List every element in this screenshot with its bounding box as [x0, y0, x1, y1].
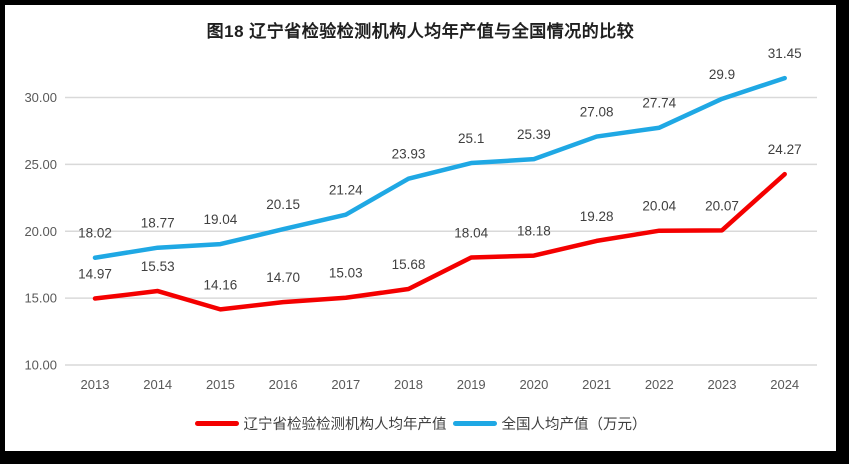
- x-axis-tick-label: 2020: [519, 377, 548, 392]
- y-axis-tick-label: 30.00: [24, 90, 57, 105]
- x-axis-tick-label: 2019: [457, 377, 486, 392]
- x-axis-tick-label: 2024: [770, 377, 799, 392]
- data-label: 20.04: [642, 199, 676, 214]
- y-axis-tick-label: 20.00: [24, 224, 57, 239]
- chart-canvas: 图18 辽宁省检验检测机构人均年产值与全国情况的比较 10.00 15.00 20.…: [5, 5, 836, 451]
- legend-line-red: [194, 421, 239, 426]
- data-label: 20.15: [266, 197, 300, 212]
- legend-line-blue: [452, 421, 497, 426]
- legend-label-liaoning: 辽宁省检验检测机构人均年产值: [243, 417, 447, 433]
- x-axis-tick-label: 2016: [269, 377, 298, 392]
- y-axis-tick-label: 25.00: [24, 157, 57, 172]
- data-label: 19.04: [204, 212, 238, 227]
- x-axis-tick-label: 2013: [81, 377, 110, 392]
- data-label: 18.04: [454, 225, 488, 240]
- chart-title: 图18 辽宁省检验检测机构人均年产值与全国情况的比较: [206, 22, 635, 41]
- legend-label-national: 全国人均产值（万元）: [501, 417, 647, 433]
- data-label: 20.07: [705, 198, 739, 213]
- data-label: 25.39: [517, 127, 551, 142]
- data-label: 23.93: [392, 147, 426, 162]
- legend-item-national: 全国人均产值（万元）: [452, 413, 647, 434]
- data-label: 19.28: [580, 209, 614, 224]
- data-label: 27.74: [642, 96, 676, 111]
- series-national-line: [92, 75, 787, 260]
- x-axis-tick-label: 2015: [206, 377, 235, 392]
- data-label: 31.45: [768, 46, 802, 61]
- x-axis-tick-label: 2021: [582, 377, 611, 392]
- data-label: 15.03: [329, 266, 363, 281]
- data-label: 15.68: [392, 257, 426, 272]
- data-label: 18.18: [517, 224, 551, 239]
- data-label: 14.70: [266, 270, 300, 285]
- data-label: 27.08: [580, 105, 614, 120]
- data-label: 14.16: [204, 277, 238, 292]
- data-label: 18.02: [78, 226, 112, 241]
- x-axis-tick-label: 2018: [394, 377, 423, 392]
- x-axis-tick-label: 2022: [645, 377, 674, 392]
- data-label: 14.97: [78, 267, 112, 282]
- x-axis-tick-label: 2014: [143, 377, 172, 392]
- data-label: 29.9: [709, 67, 735, 82]
- legend-item-liaoning: 辽宁省检验检测机构人均年产值: [194, 413, 447, 434]
- data-label: 18.77: [141, 216, 175, 231]
- data-label: 21.24: [329, 183, 363, 198]
- y-axis-tick-label: 10.00: [24, 358, 57, 373]
- series-liaoning-line: [92, 171, 787, 312]
- data-label: 24.27: [768, 142, 802, 157]
- x-axis-tick-label: 2017: [331, 377, 360, 392]
- data-label: 15.53: [141, 259, 175, 274]
- chart-svg: 10.00 15.00 20.00 25.00 30.00 2013 2014 2015 201…: [24, 46, 817, 392]
- chart-legend: 辽宁省检验检测机构人均年产值 全国人均产值（万元）: [5, 413, 836, 434]
- x-axis-tick-label: 2023: [708, 377, 737, 392]
- y-axis-tick-label: 15.00: [24, 291, 57, 306]
- data-label: 25.1: [458, 131, 484, 146]
